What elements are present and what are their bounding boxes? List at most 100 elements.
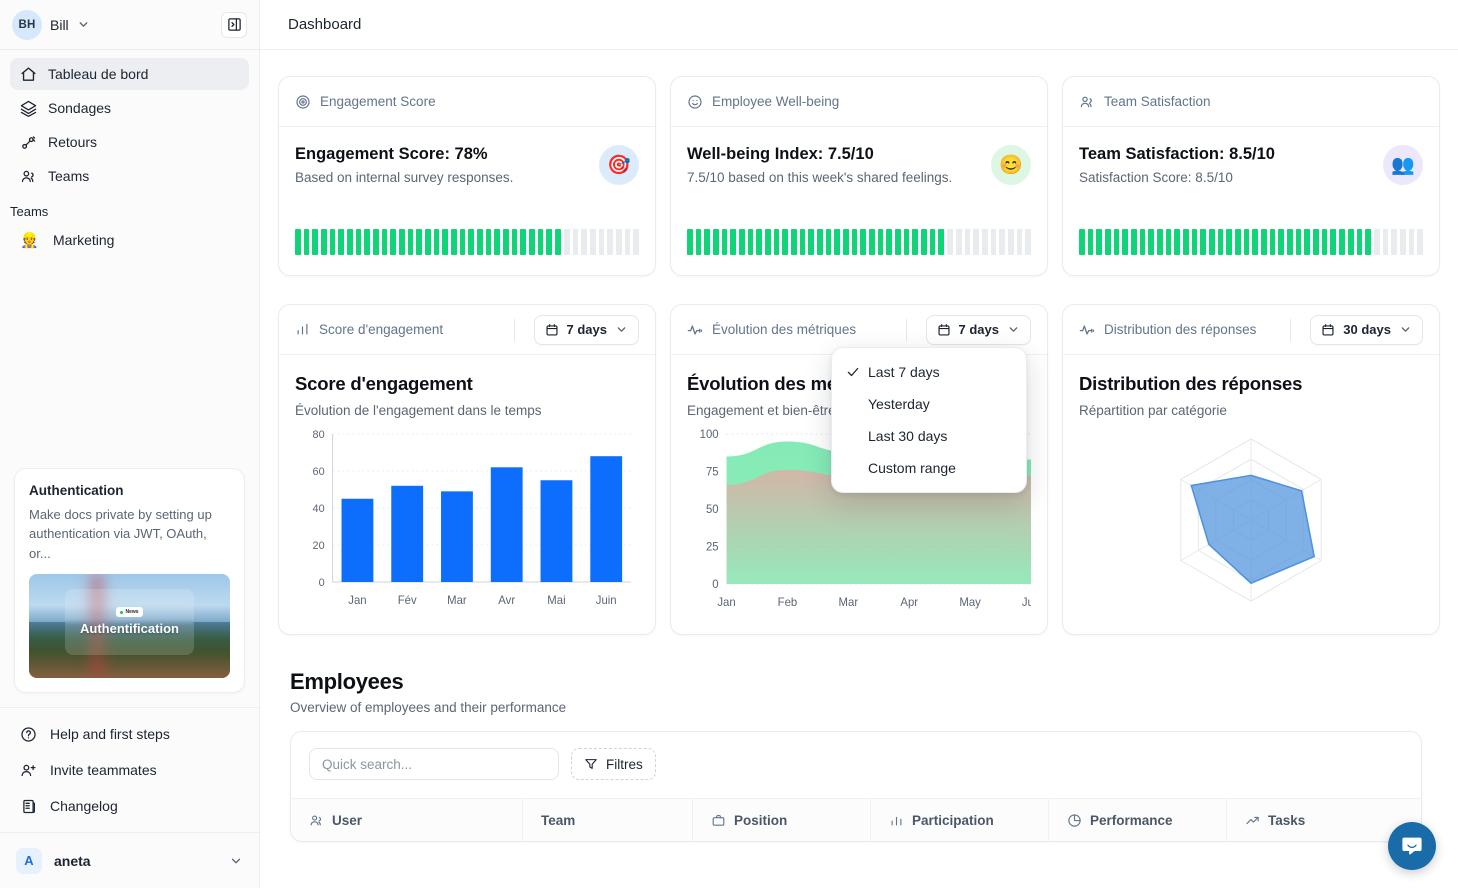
sidebar-item-label: Sondages — [48, 100, 112, 116]
card-header-title: Team Satisfaction — [1104, 94, 1211, 109]
progress-tick — [687, 229, 693, 255]
progress-tick — [347, 229, 353, 255]
bar — [540, 480, 573, 582]
progress-tick — [529, 229, 535, 255]
sidebar-item-invite[interactable]: Invite teammates — [10, 752, 249, 788]
progress-tick — [407, 229, 414, 255]
activity-icon — [687, 322, 703, 338]
progress-tick — [747, 229, 754, 255]
date-range-button[interactable]: 7 days — [925, 314, 1031, 345]
progress-tick — [1157, 229, 1163, 255]
date-range-label: 30 days — [1343, 322, 1391, 337]
workspace-avatar: BH — [12, 9, 42, 40]
chevron-down-icon — [1399, 323, 1412, 336]
promo-news-chip: News — [116, 607, 143, 618]
stat-subtitle: Based on internal survey responses. — [295, 170, 514, 185]
stat-text: Team Satisfaction: 8.5/10 Satisfaction S… — [1079, 145, 1275, 185]
workspace-switcher[interactable]: BH Bill — [0, 0, 259, 50]
column-header-tasks[interactable]: Tasks — [1227, 799, 1421, 841]
collapse-sidebar-button[interactable] — [221, 11, 247, 38]
sidebar-team-marketing[interactable]: 👷 Marketing — [10, 225, 249, 255]
progress-tick — [355, 229, 362, 255]
bar-chart-svg: 0 20 40 60 80 Jan Fév Mar Avr Mai Juin — [313, 429, 632, 607]
progress-tick — [860, 229, 867, 255]
progress-tick — [581, 229, 587, 255]
calendar-icon — [937, 323, 951, 337]
chevron-down-icon — [615, 323, 628, 336]
filters-button[interactable]: Filtres — [571, 748, 656, 780]
stat-title: Engagement Score: 78% — [295, 145, 488, 163]
feedback-icon — [20, 134, 37, 151]
search-input[interactable] — [309, 748, 559, 780]
users-icon — [20, 168, 37, 185]
menu-item-custom-range[interactable]: Custom range — [832, 452, 1026, 484]
column-header-participation[interactable]: Participation — [871, 799, 1049, 841]
card-header-title: Employee Well-being — [712, 94, 840, 109]
trending-up-icon — [1245, 813, 1260, 828]
chevron-down-icon — [77, 18, 90, 31]
progress-tick — [817, 229, 823, 255]
sidebar-item-help[interactable]: Help and first steps — [10, 716, 249, 752]
user-name: aneta — [54, 852, 91, 869]
chat-launcher-button[interactable] — [1388, 822, 1436, 870]
chart-card-score-engagement: Score d'engagement 7 days — [278, 304, 656, 635]
svg-text:Jan: Jan — [348, 595, 366, 607]
progress-tick — [765, 229, 771, 255]
column-header-performance[interactable]: Performance — [1049, 799, 1227, 841]
column-header-team[interactable]: Team — [523, 799, 693, 841]
menu-item-last-30-days[interactable]: Last 30 days — [832, 420, 1026, 452]
progress-tick — [399, 229, 405, 255]
bar-chart: 0 20 40 60 80 Jan Fév Mar Avr Mai Juin — [295, 424, 639, 614]
sidebar-item-tableau-de-bord[interactable]: Tableau de bord — [10, 58, 249, 90]
svg-text:Apr: Apr — [900, 597, 918, 609]
sidebar-item-changelog[interactable]: Changelog — [10, 788, 249, 824]
user-menu[interactable]: A aneta — [0, 832, 259, 888]
column-header-label: Tasks — [1268, 812, 1306, 828]
menu-item-last-7-days[interactable]: Last 7 days — [832, 356, 1026, 388]
progress-tick — [1321, 229, 1328, 255]
date-range-button[interactable]: 30 days — [1310, 314, 1423, 345]
progress-tick — [1417, 229, 1423, 255]
card-body: Team Satisfaction: 8.5/10 Satisfaction S… — [1063, 127, 1439, 275]
stat-card-team-satisfaction: Team Satisfaction Team Satisfaction: 8.5… — [1062, 76, 1440, 276]
progress-tick — [1209, 229, 1215, 255]
chart-title: Score d'engagement — [295, 373, 473, 394]
progress-tick — [791, 229, 797, 255]
bar-chart-icon — [295, 322, 310, 337]
progress-tick — [877, 229, 884, 255]
svg-text:Mar: Mar — [839, 597, 859, 609]
chart-subtitle: Évolution de l'engagement dans le temps — [295, 403, 542, 418]
column-header-position[interactable]: Position — [693, 799, 871, 841]
card-header: Distribution des réponses 30 days — [1063, 305, 1439, 355]
sidebar-item-teams[interactable]: Teams — [10, 160, 249, 192]
filter-icon — [584, 757, 598, 771]
sidebar-item-retours[interactable]: Retours — [10, 126, 249, 158]
progress-tick — [1399, 229, 1406, 255]
radar-chart-svg — [1180, 438, 1322, 602]
sidebar-item-sondages[interactable]: Sondages — [10, 92, 249, 124]
sidebar-item-label: Teams — [48, 168, 90, 184]
progress-tick — [739, 229, 745, 255]
sidebar-spacer — [0, 255, 259, 468]
area-series — [726, 470, 1031, 584]
progress-tick — [633, 229, 639, 255]
menu-item-yesterday[interactable]: Yesterday — [832, 388, 1026, 420]
svg-text:Mar: Mar — [447, 595, 467, 607]
progress-tick — [329, 229, 336, 255]
calendar-icon — [1321, 323, 1335, 337]
sidebar-link-label: Changelog — [50, 798, 118, 814]
svg-text:Juin: Juin — [596, 595, 617, 607]
card-header: Employee Well-being — [671, 77, 1047, 127]
divider — [513, 318, 515, 341]
menu-item-label: Last 30 days — [868, 428, 948, 444]
progress-tick — [1105, 229, 1111, 255]
menu-item-label: Custom range — [868, 460, 956, 476]
promo-card[interactable]: Authentication Make docs private by sett… — [14, 467, 245, 693]
sidebar-teams-list: 👷 Marketing — [0, 225, 259, 255]
column-header-user[interactable]: User — [291, 799, 523, 841]
progress-tick — [1174, 229, 1181, 255]
progress-tick — [895, 229, 901, 255]
date-range-button[interactable]: 7 days — [533, 314, 639, 345]
svg-text:Jun: Jun — [1022, 597, 1031, 609]
